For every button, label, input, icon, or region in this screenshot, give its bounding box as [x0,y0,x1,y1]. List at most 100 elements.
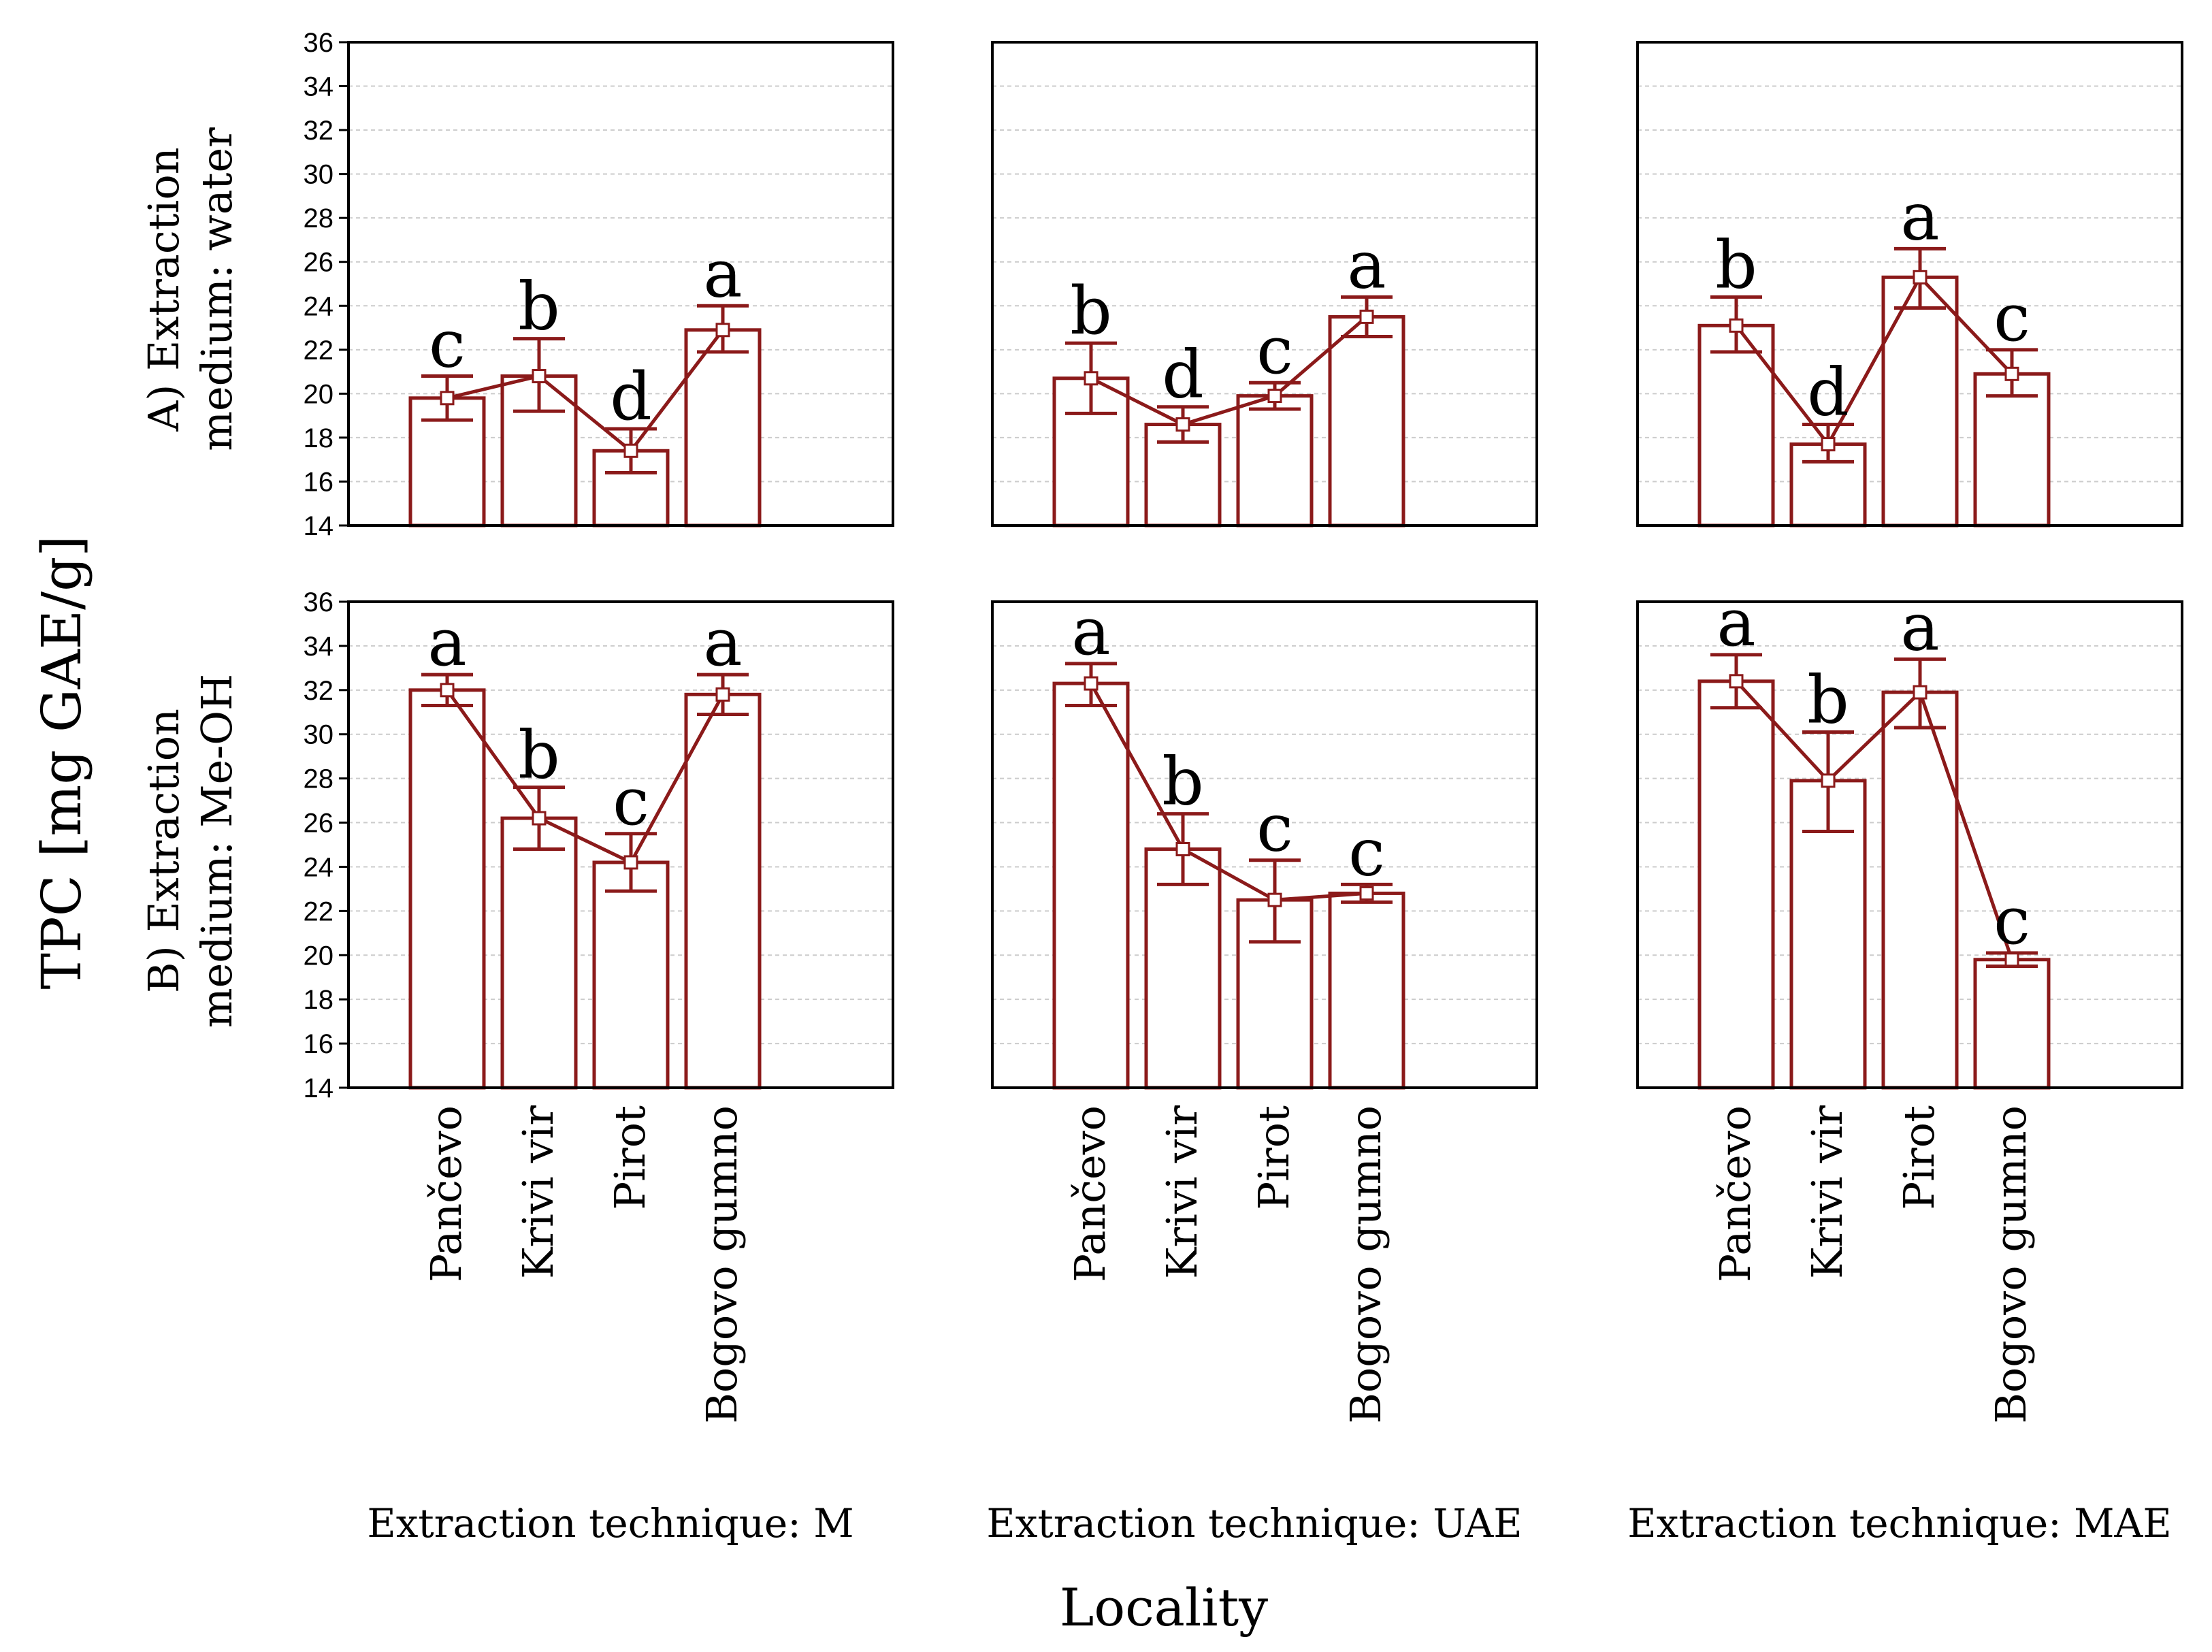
significance-letter: d [1807,355,1849,431]
bar-2 [1881,275,1959,528]
significance-letter: c [429,306,466,383]
significance-letter: a [703,604,742,681]
significance-letter: a [427,604,466,681]
panel-frame [347,600,894,1089]
data-point [1359,886,1374,901]
significance-letter: c [1994,280,2030,356]
category-label: Pančevo [1065,1105,1115,1282]
category-label: Bogovo gumno [1986,1105,2036,1424]
data-point [1267,892,1282,907]
panel-frame [1636,41,2183,527]
row-label-meoh-line1: B) Extraction [139,709,189,993]
significance-letter: b [518,269,559,345]
data-point [1175,417,1190,432]
column-label: Extraction technique: MAE [1627,1500,2171,1546]
bar-3 [684,328,762,528]
bar-3 [1973,958,2051,1090]
x-axis-label: Locality [1060,1577,1268,1638]
significance-letter: c [1994,883,2030,959]
y-tick-label: 34 [304,72,334,102]
bar-2 [592,860,670,1090]
data-point [1821,437,1836,452]
y-tick-label: 24 [304,291,334,321]
bar-2 [1236,394,1314,528]
panel-frame [991,600,1538,1089]
significance-letter: b [1070,273,1111,349]
category-label: Krivi vir [1802,1105,1852,1279]
panel-frame [1636,600,2183,1089]
y-tick-label: 36 [304,587,334,617]
bar-0 [1052,681,1130,1090]
row-label-water-line1: A) Extraction [139,147,189,432]
y-tick-label: 36 [304,28,334,58]
category-label: Pirot [1249,1105,1299,1210]
data-point [715,687,730,702]
significance-letter: c [1256,790,1293,867]
significance-letter: c [613,764,649,840]
significance-letter: a [1717,585,1755,661]
data-point [715,323,730,338]
y-tick-label: 32 [304,676,334,706]
data-point [623,855,638,870]
significance-letter: b [518,717,559,794]
significance-letter: d [1162,337,1203,413]
y-tick-label: 30 [304,720,334,750]
y-tick-label: 26 [304,248,334,278]
category-label: Krivi vir [1157,1105,1207,1279]
y-tick-label: 28 [304,204,334,233]
data-point [1729,674,1744,689]
bar-1 [500,816,578,1090]
y-tick-label: 14 [304,1073,334,1103]
data-point [1821,773,1836,788]
row-label-water-line2: medium: water [192,127,242,451]
bar-0 [1697,679,1775,1090]
y-tick-label: 22 [304,336,334,366]
significance-letter: a [1071,594,1110,670]
y-tick-label: 26 [304,809,334,839]
bar-0 [408,688,486,1090]
y-tick-label: 24 [304,852,334,882]
data-point [532,369,547,384]
data-point [440,683,455,698]
data-point [1729,318,1744,333]
bar-3 [1328,314,1405,528]
significance-letter: c [1348,814,1385,890]
y-tick-label: 22 [304,896,334,926]
panel-0-2: bd ac [1636,41,2183,528]
series-line [1090,315,1368,427]
series-line [1735,680,2014,960]
significance-letter: a [1347,227,1386,303]
data-point [1913,270,1928,285]
bar-2 [1881,690,1959,1090]
category-label: Krivi vir [513,1105,563,1279]
column-label: Extraction technique: UAE [986,1500,1522,1546]
y-tick-label: 16 [304,467,334,497]
category-label: Pirot [605,1105,655,1210]
bar-3 [684,692,762,1090]
series-line [1735,274,2013,448]
y-tick-label: 32 [304,116,334,146]
y-tick-label: 30 [304,160,334,190]
significance-letter: b [1162,744,1203,820]
y-tick-label: 16 [304,1029,334,1059]
data-point [1359,309,1374,324]
data-point [2004,366,2019,381]
category-label: Bogovo gumno [1341,1105,1390,1424]
significance-letter: a [703,236,742,312]
y-tick-label: 34 [304,632,334,662]
data-point [623,443,638,458]
y-tick-label: 20 [304,941,334,971]
series-line [446,329,724,453]
panel-0-1: bd ca [991,41,1538,528]
category-label: Pančevo [421,1105,471,1282]
y-tick-label: 18 [304,423,334,453]
y-tick-label: 14 [304,511,334,541]
data-point [440,391,455,406]
y-tick-label: 20 [304,379,334,409]
row-label-meoh-line2: medium: Me-OH [192,674,242,1028]
